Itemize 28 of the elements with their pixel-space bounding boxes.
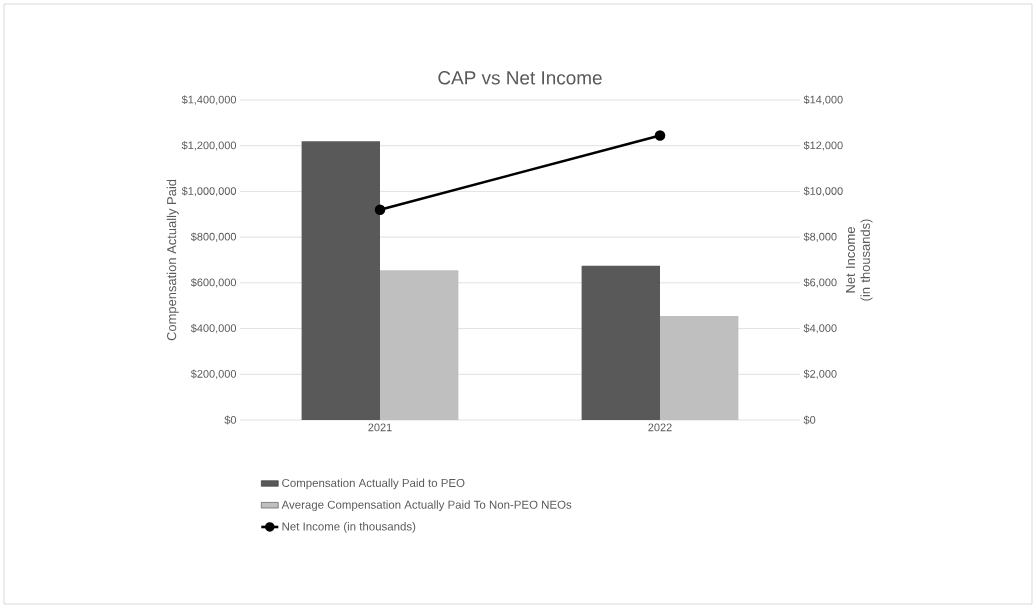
y-tick-label: $600,000 <box>190 278 237 288</box>
y-tick-label: $0 <box>224 415 237 425</box>
y-axis-title: Compensation Actually Paid <box>166 179 179 341</box>
y2-tick-label: $8,000 <box>803 232 837 242</box>
y-tick-label: $1,000,000 <box>181 186 237 197</box>
x-tick-label: 2021 <box>368 423 392 432</box>
y2-tick-label: $10,000 <box>803 186 843 197</box>
y2-tick-label: $0 <box>803 415 816 425</box>
chart-title: CAP vs Net Income <box>438 71 602 85</box>
y-tick-label: $1,400,000 <box>181 95 237 105</box>
y2-tick-label: $6,000 <box>803 278 837 288</box>
bar <box>380 270 459 420</box>
legend-label: Average Compensation Actually Paid To Non-PEO NEOs <box>281 500 572 512</box>
y-tick-label: $800,000 <box>190 232 237 242</box>
bar <box>301 141 380 420</box>
x-tick-label: 2022 <box>648 423 672 432</box>
y-tick-label: $1,200,000 <box>181 140 237 151</box>
y2-tick-label: $12,000 <box>803 140 843 151</box>
legend-label: Net Income (in thousands) <box>282 522 416 533</box>
bar <box>581 265 660 420</box>
y2-tick-label: $14,000 <box>803 95 843 105</box>
y2-tick-label: $2,000 <box>803 369 837 380</box>
y2-tick-label: $4,000 <box>803 323 837 334</box>
y-tick-label: $400,000 <box>190 323 237 334</box>
y2-axis-title: Net Income (in thousands) <box>846 219 873 301</box>
legend-label: Compensation Actually Paid to PEO <box>282 478 465 490</box>
y-tick-label: $200,000 <box>190 369 237 380</box>
bar <box>660 316 739 420</box>
